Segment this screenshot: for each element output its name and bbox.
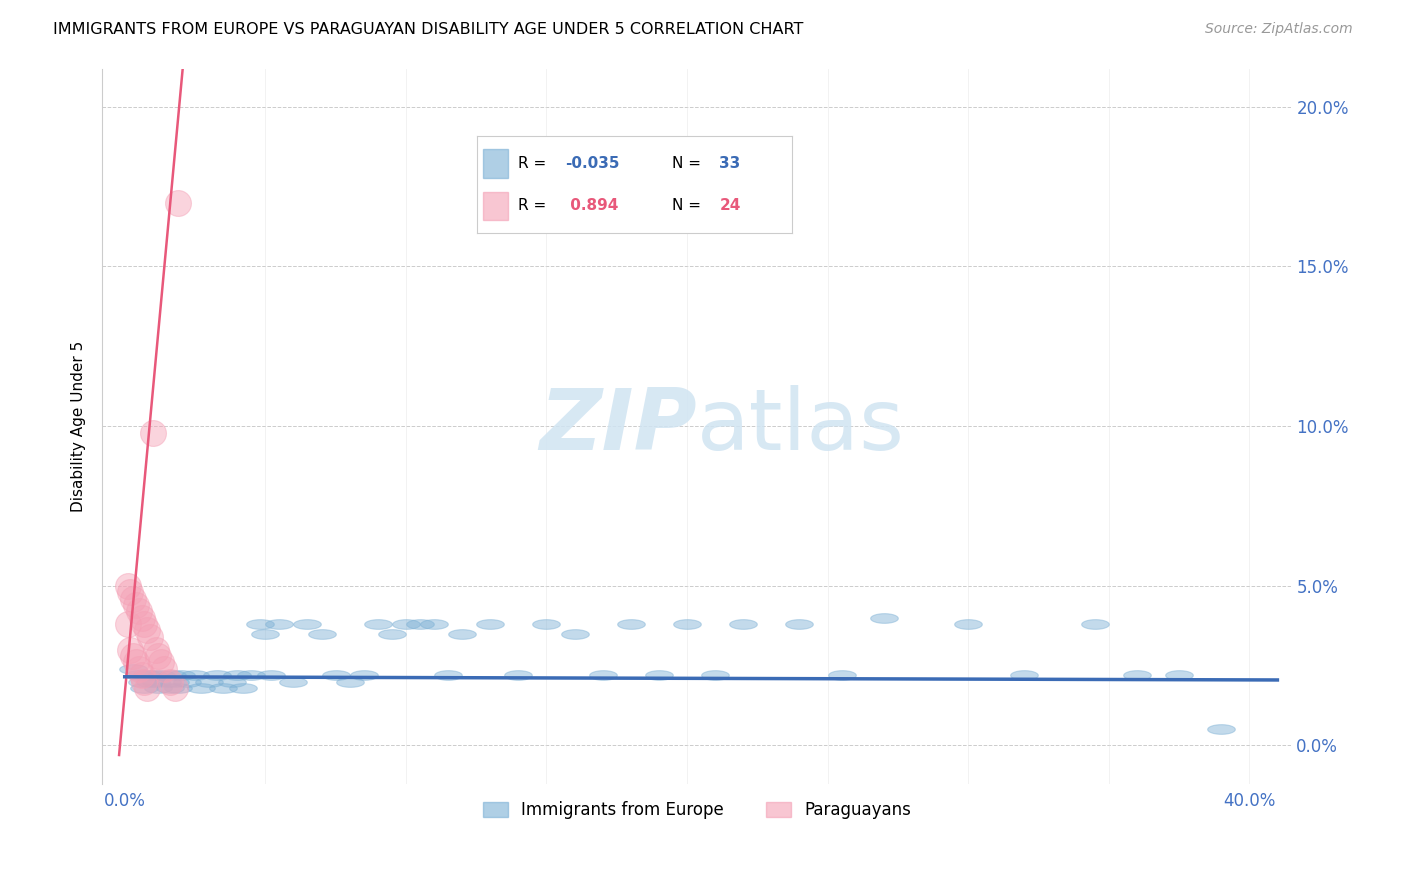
Point	[789, 617, 811, 632]
Point	[165, 681, 187, 695]
Point	[153, 662, 176, 676]
Point	[297, 617, 319, 632]
Point	[136, 681, 159, 695]
Point	[117, 579, 139, 593]
Point	[139, 674, 162, 689]
Point	[437, 668, 460, 682]
Point	[423, 617, 446, 632]
Point	[125, 598, 148, 612]
Point	[131, 674, 153, 689]
Point	[260, 668, 283, 682]
Point	[353, 668, 375, 682]
Point	[122, 591, 145, 606]
Point	[508, 668, 530, 682]
Point	[395, 617, 418, 632]
Point	[184, 668, 207, 682]
Point	[1084, 617, 1107, 632]
Point	[339, 674, 361, 689]
Point	[190, 681, 212, 695]
Point	[479, 617, 502, 632]
Point	[128, 668, 150, 682]
Point	[120, 642, 142, 657]
Point	[207, 668, 229, 682]
Point	[131, 668, 153, 682]
Point	[409, 617, 432, 632]
Point	[120, 585, 142, 599]
Point	[367, 617, 389, 632]
Point	[148, 681, 170, 695]
Point	[254, 626, 277, 640]
Point	[1126, 668, 1149, 682]
Point	[159, 674, 181, 689]
Point	[162, 668, 184, 682]
Text: atlas: atlas	[697, 384, 905, 467]
Point	[733, 617, 755, 632]
Point	[831, 668, 853, 682]
Point	[148, 648, 170, 663]
Legend: Immigrants from Europe, Paraguayans: Immigrants from Europe, Paraguayans	[477, 794, 918, 825]
Point	[648, 668, 671, 682]
Point	[142, 425, 165, 440]
Point	[957, 617, 980, 632]
Point	[134, 674, 156, 689]
Point	[873, 610, 896, 624]
Point	[136, 624, 159, 638]
Y-axis label: Disability Age Under 5: Disability Age Under 5	[72, 341, 86, 512]
Point	[156, 674, 179, 689]
Text: Source: ZipAtlas.com: Source: ZipAtlas.com	[1205, 22, 1353, 37]
Point	[198, 674, 221, 689]
Point	[226, 668, 249, 682]
Point	[142, 668, 165, 682]
Point	[451, 626, 474, 640]
Point	[564, 626, 586, 640]
Point	[150, 668, 173, 682]
Point	[131, 610, 153, 624]
Point	[240, 668, 263, 682]
Point	[165, 674, 187, 689]
Point	[536, 617, 558, 632]
Point	[134, 617, 156, 632]
Point	[325, 668, 347, 682]
Point	[381, 626, 404, 640]
Point	[221, 674, 243, 689]
Point	[150, 656, 173, 670]
Point	[212, 681, 235, 695]
Point	[145, 674, 167, 689]
Point	[145, 642, 167, 657]
Point	[128, 662, 150, 676]
Point	[136, 668, 159, 682]
Point	[620, 617, 643, 632]
Point	[1014, 668, 1036, 682]
Point	[167, 681, 190, 695]
Point	[704, 668, 727, 682]
Point	[311, 626, 333, 640]
Point	[125, 656, 148, 670]
Point	[134, 681, 156, 695]
Point	[676, 617, 699, 632]
Point	[176, 674, 198, 689]
Point	[139, 630, 162, 644]
Point	[1211, 723, 1233, 737]
Point	[122, 662, 145, 676]
Point	[283, 674, 305, 689]
Point	[249, 617, 271, 632]
Point	[117, 617, 139, 632]
Point	[269, 617, 291, 632]
Point	[232, 681, 254, 695]
Point	[167, 195, 190, 210]
Point	[128, 604, 150, 618]
Point	[122, 648, 145, 663]
Point	[159, 681, 181, 695]
Text: IMMIGRANTS FROM EUROPE VS PARAGUAYAN DISABILITY AGE UNDER 5 CORRELATION CHART: IMMIGRANTS FROM EUROPE VS PARAGUAYAN DIS…	[53, 22, 804, 37]
Point	[592, 668, 614, 682]
Point	[1168, 668, 1191, 682]
Point	[170, 668, 193, 682]
Text: ZIP: ZIP	[540, 384, 697, 467]
